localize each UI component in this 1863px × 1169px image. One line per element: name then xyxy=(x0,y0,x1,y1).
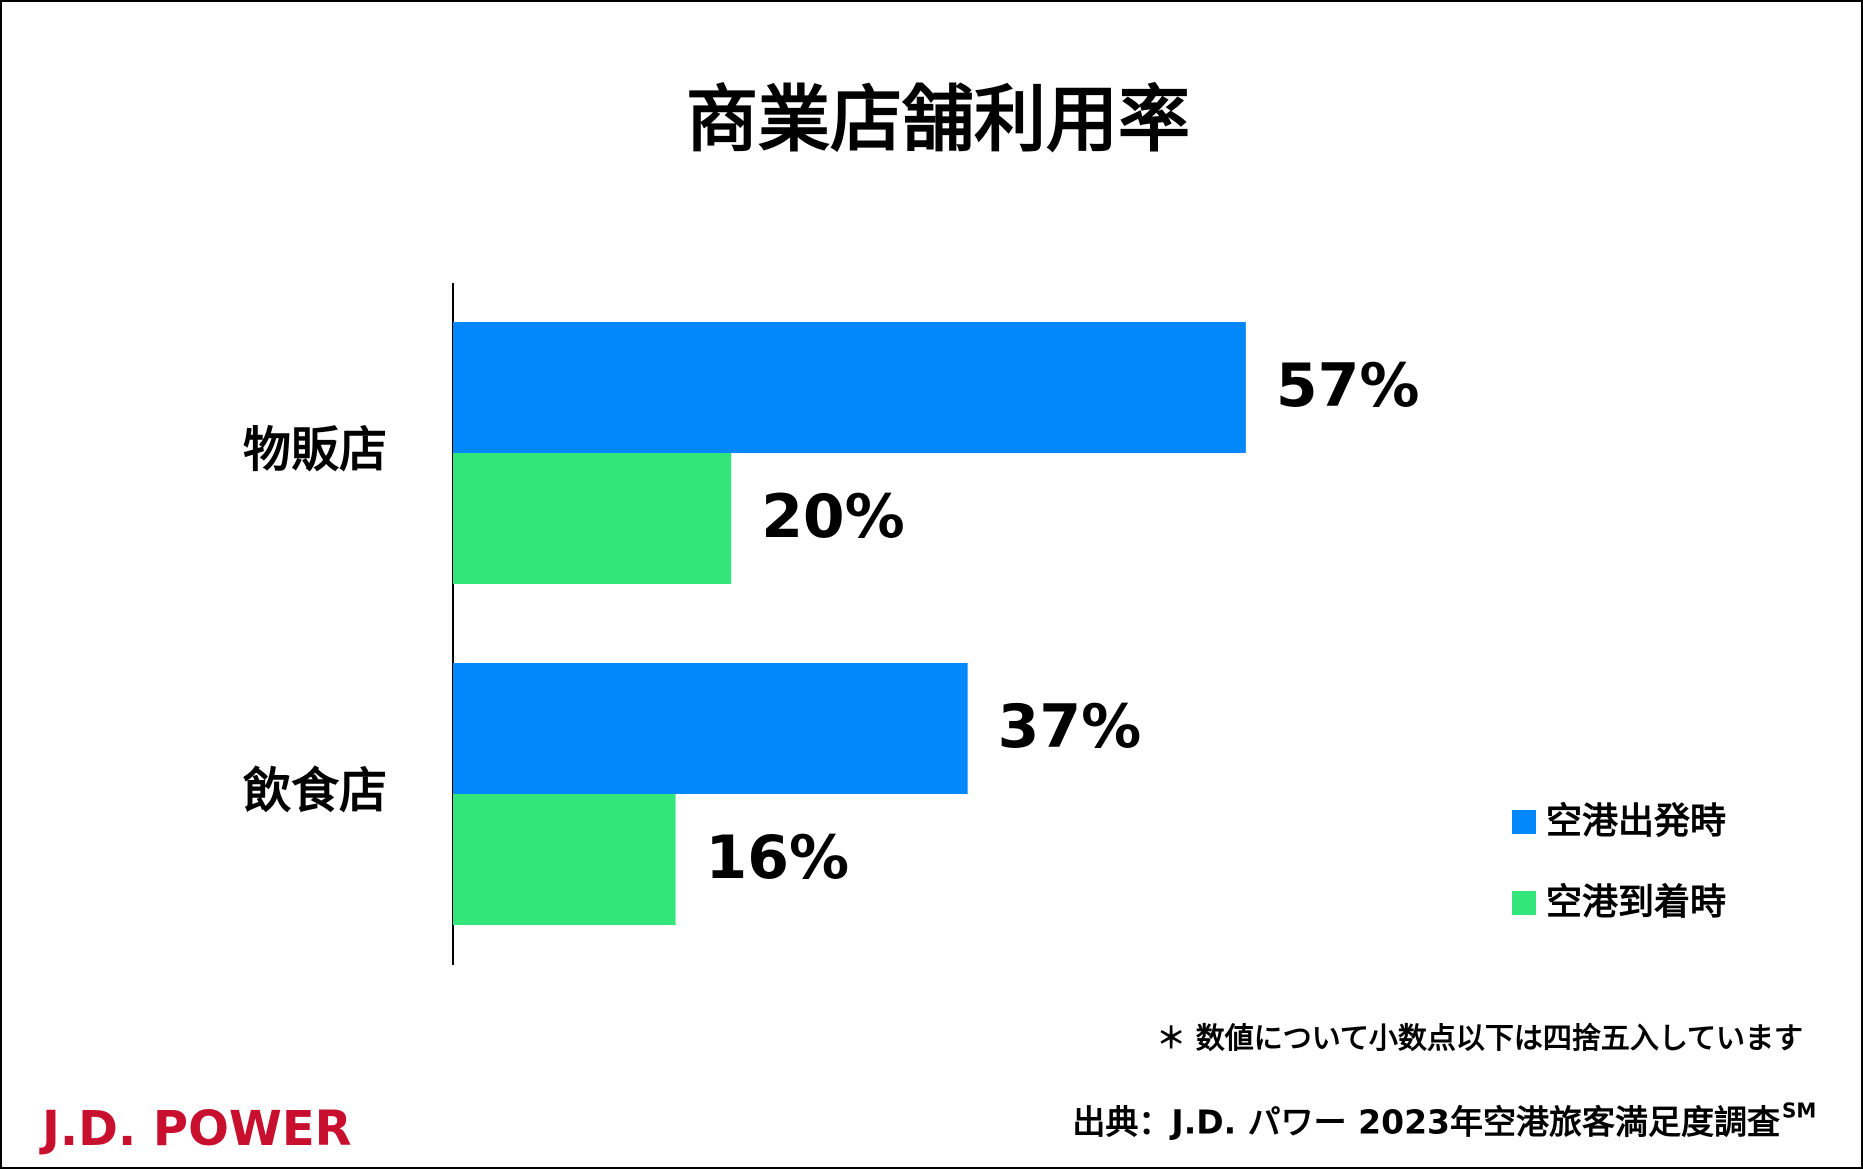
source-mark: SM xyxy=(1782,1099,1816,1123)
source: 出典：J.D. パワー 2023年空港旅客満足度調査 xyxy=(1072,1103,1780,1142)
category-label: 物販店 xyxy=(243,422,387,478)
bar xyxy=(453,794,676,925)
value-label: 57% xyxy=(1276,351,1420,421)
legend-swatch xyxy=(1512,891,1536,915)
legend-swatch xyxy=(1512,810,1536,834)
chart-title: 商業店舗利用率 xyxy=(686,78,1190,162)
value-label: 20% xyxy=(761,482,905,552)
category-label: 飲食店 xyxy=(243,763,387,819)
bar xyxy=(453,453,732,584)
legend-label: 空港到着時 xyxy=(1546,882,1726,923)
value-label: 16% xyxy=(706,823,850,893)
legend-label: 空港出発時 xyxy=(1546,801,1726,842)
value-label: 37% xyxy=(998,692,1142,762)
bar xyxy=(453,663,968,794)
footnote: ＊ 数値について小数点以下は四捨五入しています xyxy=(1157,1021,1803,1055)
logo: J.D. POWER xyxy=(39,1101,352,1157)
bar xyxy=(453,322,1246,453)
